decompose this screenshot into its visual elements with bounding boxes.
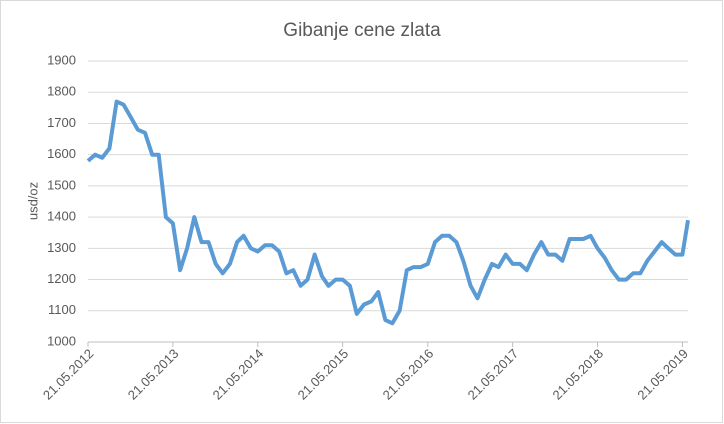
y-tick-label: 1400 (47, 209, 76, 224)
y-tick-label: 1200 (47, 271, 76, 286)
y-axis-label: usd/oz (25, 182, 40, 220)
y-tick-label: 1700 (47, 115, 76, 130)
y-tick-label: 1600 (47, 146, 76, 161)
y-tick-label: 1900 (47, 52, 76, 67)
y-tick-label: 1000 (47, 333, 76, 348)
chart-title: Gibanje cene zlata (283, 20, 441, 41)
y-tick-label: 1300 (47, 240, 76, 255)
y-tick-label: 1100 (48, 302, 76, 317)
series-line (86, 99, 690, 326)
y-tick-label: 1500 (47, 177, 76, 192)
y-tick-label: 1800 (47, 84, 76, 99)
